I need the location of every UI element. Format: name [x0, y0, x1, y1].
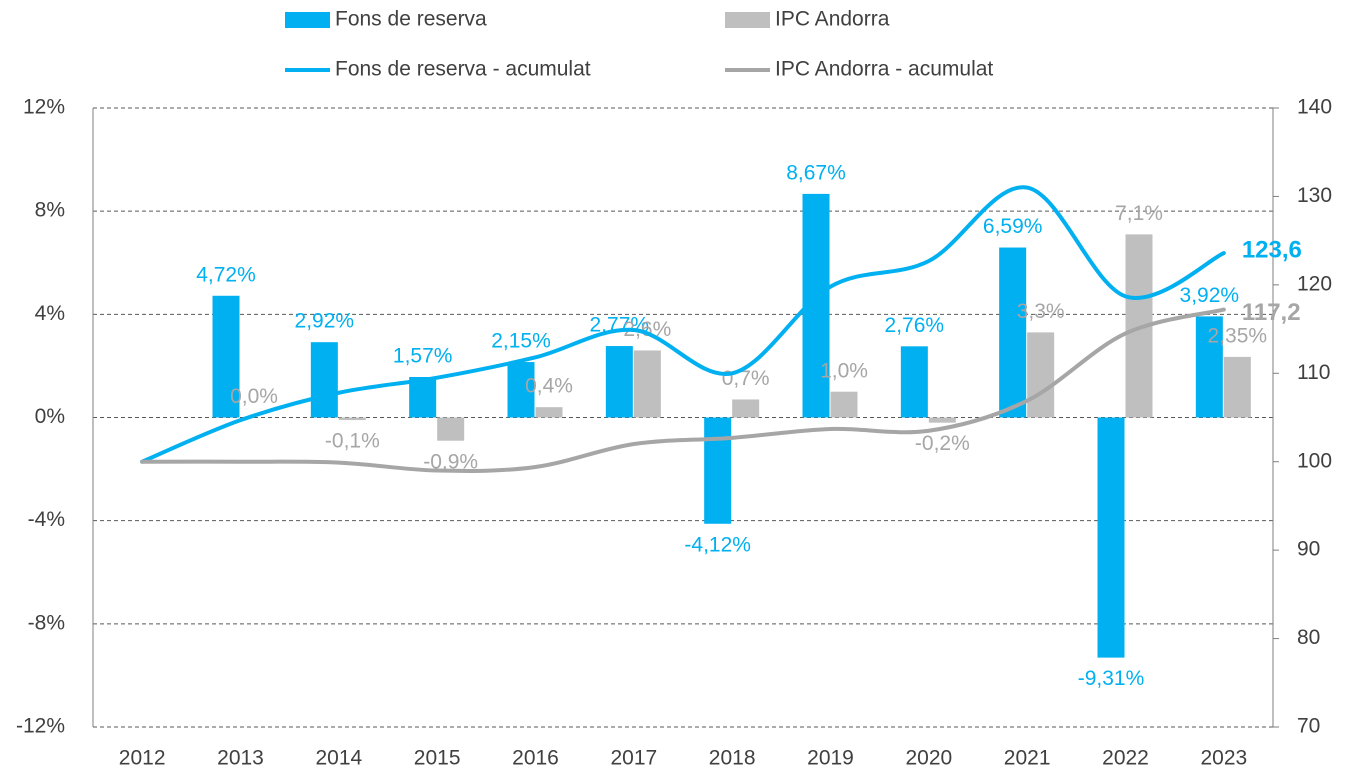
data-label: -0,2% [915, 432, 970, 455]
bar [732, 399, 760, 418]
data-label: 3,3% [1017, 300, 1065, 323]
x-tick-label: 2015 [414, 747, 461, 770]
data-label: 0,7% [722, 367, 770, 390]
bar [704, 417, 732, 524]
x-tick-label: 2018 [709, 747, 756, 770]
bar [830, 391, 858, 418]
x-tick-label: 2019 [807, 747, 854, 770]
x-tick-label: 2023 [1200, 747, 1247, 770]
legend-swatch [725, 12, 770, 28]
data-label: 6,59% [983, 215, 1043, 238]
data-label: -0,9% [423, 450, 478, 473]
bar [437, 417, 465, 441]
legend-label: Fons de reserva - acumulat [335, 58, 591, 81]
bar [409, 377, 437, 418]
x-tick-label: 2022 [1102, 747, 1149, 770]
line [140, 307, 1226, 473]
y2-tick-label: 140 [1297, 96, 1332, 119]
legend-label: IPC Andorra [775, 8, 890, 31]
data-label: 1,0% [820, 359, 868, 382]
data-label: 2,35% [1208, 324, 1268, 347]
legend-label: IPC Andorra - acumulat [775, 58, 993, 81]
data-label: 3,92% [1180, 284, 1240, 307]
x-tick-label: 2017 [610, 747, 657, 770]
legend-swatch [285, 12, 330, 28]
bar [928, 417, 956, 423]
y2-tick-label: 90 [1297, 538, 1320, 561]
legend-label: Fons de reserva [335, 8, 487, 31]
y-tick-label: -8% [28, 611, 65, 634]
y-tick-label: 12% [23, 96, 65, 119]
bar [338, 417, 366, 421]
y2-tick-label: 100 [1297, 449, 1332, 472]
x-tick-label: 2014 [315, 747, 362, 770]
y2-tick-label: 80 [1297, 626, 1320, 649]
data-label: 2,6% [623, 318, 671, 341]
data-label: 2,15% [491, 330, 551, 353]
data-label: 8,67% [786, 161, 846, 184]
bar [1097, 417, 1125, 658]
y-tick-label: 8% [35, 199, 65, 222]
bar [310, 342, 338, 418]
y2-tick-label: 120 [1297, 272, 1332, 295]
bar [900, 346, 928, 418]
y-tick-label: -4% [28, 508, 65, 531]
bar [212, 295, 240, 418]
data-label: 2,92% [295, 310, 355, 333]
bar [1195, 316, 1223, 418]
data-label: 0,4% [525, 375, 573, 398]
data-label: 4,72% [196, 263, 256, 286]
y-tick-label: 4% [35, 302, 65, 325]
bar [605, 346, 633, 418]
data-label: -4,12% [684, 533, 751, 556]
bar [1027, 332, 1055, 418]
data-label: 7,1% [1115, 202, 1163, 225]
x-tick-label: 2016 [512, 747, 559, 770]
bar [507, 362, 535, 418]
y-tick-label: 0% [35, 405, 65, 428]
bar [1223, 356, 1251, 418]
x-tick-label: 2020 [905, 747, 952, 770]
data-label: 1,57% [393, 345, 453, 368]
data-label: 0,0% [230, 385, 278, 408]
data-label: -0,1% [325, 430, 380, 453]
data-label: 123,6 [1242, 236, 1302, 263]
bar [633, 350, 661, 418]
x-tick-label: 2012 [119, 747, 166, 770]
x-tick-label: 2013 [217, 747, 264, 770]
bar [535, 407, 563, 418]
y2-tick-label: 130 [1297, 184, 1332, 207]
line [140, 185, 1226, 464]
data-label: -9,31% [1078, 667, 1145, 690]
y2-tick-label: 70 [1297, 715, 1320, 738]
x-tick-label: 2021 [1004, 747, 1051, 770]
bar [999, 247, 1027, 418]
y-tick-label: -12% [16, 715, 65, 738]
data-label: 117,2 [1242, 299, 1301, 326]
data-label: 2,76% [885, 314, 945, 337]
y2-tick-label: 110 [1297, 361, 1330, 384]
